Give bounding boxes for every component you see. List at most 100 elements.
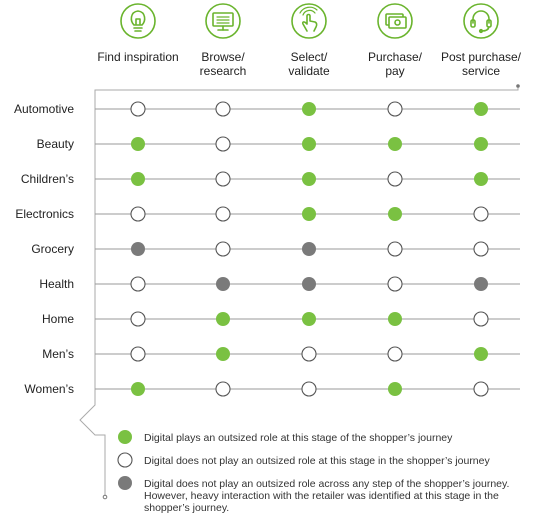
- digital-outsized-marker: [216, 347, 230, 361]
- category-row: Children’s: [21, 171, 520, 187]
- category-row: Men’s: [42, 346, 520, 362]
- heavy-interaction-marker: [131, 242, 145, 256]
- legend: Digital plays an outsized role at this s…: [117, 430, 509, 514]
- not-outsized-marker: [473, 206, 489, 222]
- legend-text: Digital does not play an outsized role a…: [144, 455, 490, 467]
- not-outsized-marker: [130, 206, 146, 222]
- category-row: Health: [39, 276, 520, 292]
- legend-text: Digital plays an outsized role at this s…: [144, 432, 453, 444]
- bracket-end-dot: [516, 84, 520, 88]
- category-label: Women’s: [24, 382, 74, 396]
- digital-outsized-marker: [302, 172, 316, 186]
- stage-header: Browse/research: [200, 3, 247, 78]
- stage-header: Find inspiration: [97, 3, 179, 64]
- cash-icon: [385, 13, 407, 29]
- headset-icon: [470, 10, 492, 34]
- stage-icon-circle: [463, 3, 499, 39]
- heavy-interaction-marker: [118, 476, 132, 490]
- not-outsized-marker: [215, 241, 231, 257]
- digital-outsized-marker: [474, 137, 488, 151]
- stage-label: pay: [385, 64, 404, 78]
- not-outsized-marker: [130, 101, 146, 117]
- heavy-interaction-marker: [216, 277, 230, 291]
- stage-label: Purchase/: [368, 50, 423, 64]
- stage-icon-circle: [205, 3, 241, 39]
- category-label: Children’s: [21, 172, 74, 186]
- not-outsized-marker: [301, 381, 317, 397]
- category-label: Electronics: [15, 207, 74, 221]
- category-label: Health: [39, 277, 74, 291]
- stage-icon-circle: [291, 3, 327, 39]
- category-row: Electronics: [15, 206, 520, 222]
- digital-outsized-marker: [131, 172, 145, 186]
- not-outsized-marker: [387, 101, 403, 117]
- stage-header: Post purchase/service: [441, 3, 522, 78]
- digital-outsized-marker: [388, 207, 402, 221]
- category-row: Women’s: [24, 381, 520, 397]
- not-outsized-marker: [473, 241, 489, 257]
- category-label: Grocery: [31, 242, 74, 256]
- digital-outsized-marker: [474, 102, 488, 116]
- digital-outsized-marker: [388, 137, 402, 151]
- digital-outsized-marker: [131, 382, 145, 396]
- not-outsized-marker: [473, 311, 489, 327]
- bracket-frame: [79, 84, 520, 500]
- heavy-interaction-marker: [302, 242, 316, 256]
- digital-outsized-marker: [118, 430, 132, 444]
- stage-label: Browse/: [201, 50, 245, 64]
- digital-outsized-marker: [474, 172, 488, 186]
- not-outsized-marker: [215, 381, 231, 397]
- legend-text: Digital does not play an outsized role a…: [144, 478, 509, 490]
- not-outsized-marker: [301, 346, 317, 362]
- monitor-icon: [212, 12, 234, 31]
- not-outsized-marker: [130, 311, 146, 327]
- legend-text: shopper’s journey.: [144, 502, 229, 514]
- lightbulb-icon: [130, 10, 146, 32]
- digital-outsized-marker: [302, 207, 316, 221]
- not-outsized-marker: [215, 101, 231, 117]
- stage-label: research: [200, 64, 247, 78]
- not-outsized-marker: [387, 171, 403, 187]
- digital-outsized-marker: [388, 382, 402, 396]
- not-outsized-marker: [215, 136, 231, 152]
- category-label: Beauty: [37, 137, 74, 151]
- heavy-interaction-marker: [302, 277, 316, 291]
- legend-text: However, heavy interaction with the reta…: [144, 490, 499, 502]
- stage-label: service: [462, 64, 500, 78]
- category-label: Automotive: [14, 102, 74, 116]
- bracket-line: [79, 86, 519, 497]
- category-row: Home: [42, 311, 520, 327]
- heavy-interaction-marker: [474, 277, 488, 291]
- stage-icon-circle: [120, 3, 156, 39]
- not-outsized-marker: [387, 241, 403, 257]
- not-outsized-marker: [117, 452, 133, 468]
- stage-header: Purchase/pay: [368, 3, 423, 78]
- category-row: Grocery: [31, 241, 520, 257]
- digital-outsized-marker: [302, 102, 316, 116]
- bracket-end-dot: [102, 494, 108, 500]
- stage-label: Select/: [291, 50, 328, 64]
- digital-outsized-marker: [388, 312, 402, 326]
- not-outsized-marker: [130, 276, 146, 292]
- stage-label: Find inspiration: [97, 50, 178, 64]
- not-outsized-marker: [215, 206, 231, 222]
- not-outsized-marker: [387, 346, 403, 362]
- not-outsized-marker: [215, 171, 231, 187]
- category-row: Automotive: [14, 101, 520, 117]
- legend-item: Digital plays an outsized role at this s…: [118, 430, 453, 444]
- category-row: Beauty: [37, 136, 520, 152]
- digital-outsized-marker: [216, 312, 230, 326]
- category-label: Home: [42, 312, 74, 326]
- legend-item: Digital does not play an outsized role a…: [117, 452, 490, 468]
- not-outsized-marker: [130, 346, 146, 362]
- touch-hand-icon: [299, 6, 318, 32]
- not-outsized-marker: [473, 381, 489, 397]
- not-outsized-marker: [387, 276, 403, 292]
- stage-label: validate: [288, 64, 330, 78]
- digital-outsized-marker: [302, 312, 316, 326]
- digital-outsized-marker: [302, 137, 316, 151]
- category-label: Men’s: [42, 347, 74, 361]
- digital-outsized-marker: [131, 137, 145, 151]
- legend-item: Digital does not play an outsized role a…: [118, 476, 509, 514]
